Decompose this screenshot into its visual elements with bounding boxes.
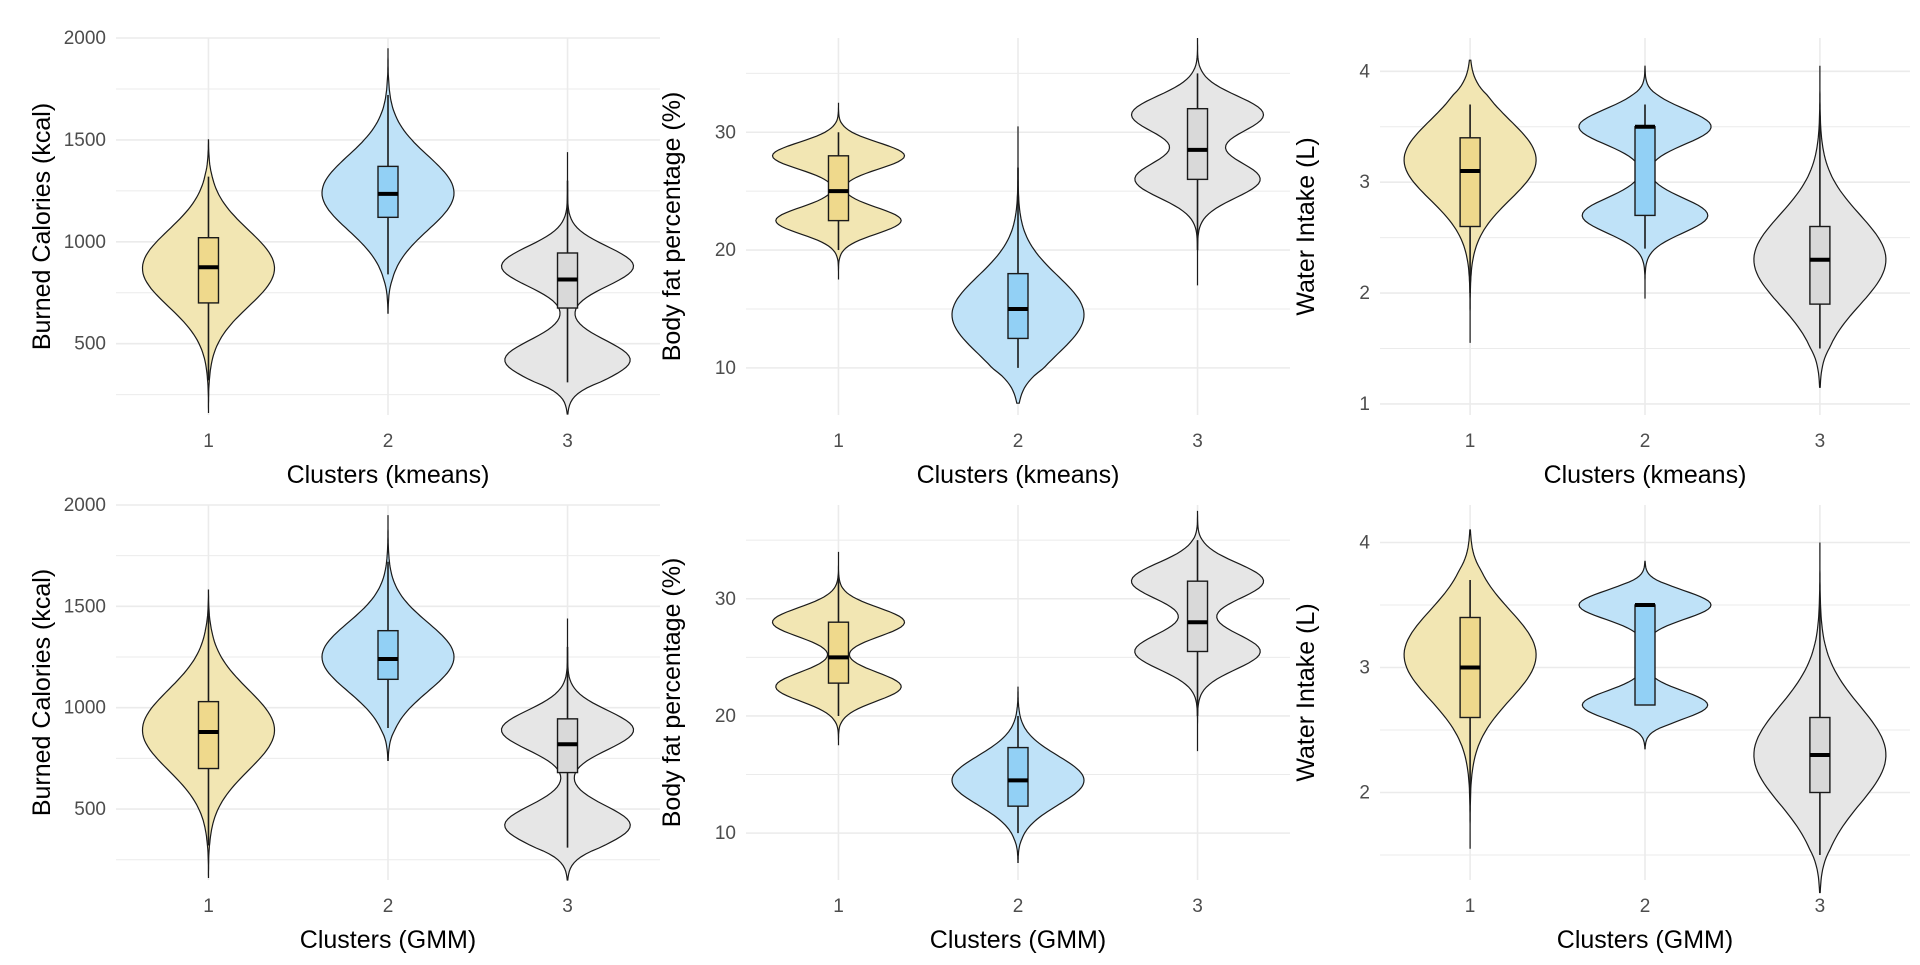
box-cluster-1 — [1459, 137, 1481, 228]
box-cluster-3 — [1186, 107, 1209, 181]
y-axis-label: Water Intake (L) — [1292, 137, 1320, 315]
box-cluster-1 — [197, 700, 220, 770]
y-tick-label: 30 — [715, 589, 736, 610]
y-axis-label: Water Intake (L) — [1292, 603, 1320, 781]
y-tick-label: 4 — [1359, 61, 1370, 82]
x-tick-label: 3 — [1192, 431, 1203, 452]
panel-3: 1 2 3 4 1 2 3 Clusters (kmeans) Water Intake (L) — [1292, 38, 1910, 489]
x-axis-label: Clusters (GMM) — [300, 926, 476, 954]
y-tick-label: 30 — [715, 122, 736, 143]
x-tick-label: 1 — [833, 896, 844, 917]
y-tick-label: 10 — [715, 823, 736, 844]
x-axis-label: Clusters (GMM) — [1557, 926, 1733, 954]
x-tick-label: 3 — [562, 896, 573, 917]
y-tick-label: 3 — [1359, 658, 1370, 679]
x-axis-label: Clusters (kmeans) — [1544, 461, 1747, 489]
panel-4: 500 1000 1500 2000 1 2 3 Clusters (GMM) Burned C… — [28, 495, 660, 954]
x-tick-label: 1 — [833, 431, 844, 452]
x-tick-label: 3 — [1815, 896, 1826, 917]
x-axis-label: Clusters (kmeans) — [287, 461, 490, 489]
box-cluster-3 — [1809, 225, 1831, 305]
y-tick-label: 1500 — [64, 596, 106, 617]
box-cluster-2 — [377, 629, 399, 681]
box-cluster-1 — [827, 155, 850, 222]
panel-6: 2 3 4 1 2 3 Clusters (GMM) Water Intake (L) — [1292, 505, 1910, 954]
panel-1: 500 1000 1500 2000 1 2 3 Clusters (kmeans) Burne… — [28, 28, 660, 489]
x-tick-label: 3 — [1815, 431, 1826, 452]
y-tick-label: 3 — [1359, 172, 1370, 193]
x-tick-label: 1 — [1465, 896, 1476, 917]
y-axis-label: Body fat percentage (%) — [658, 558, 686, 828]
x-tick-label: 2 — [1640, 431, 1651, 452]
x-tick-label: 3 — [1192, 896, 1203, 917]
box-cluster-2 — [1634, 126, 1656, 217]
y-tick-label: 500 — [74, 799, 106, 820]
y-axis-label: Burned Calories (kcal) — [28, 103, 56, 350]
y-tick-label: 1000 — [64, 232, 106, 253]
x-tick-label: 1 — [203, 896, 214, 917]
x-tick-label: 2 — [1013, 431, 1024, 452]
box-cluster-2 — [1007, 272, 1029, 340]
box-cluster-2 — [1634, 604, 1656, 706]
y-axis-label: Burned Calories (kcal) — [28, 569, 56, 816]
y-tick-label: 10 — [715, 358, 736, 379]
x-axis-label: Clusters (kmeans) — [917, 461, 1120, 489]
y-axis-label: Body fat percentage (%) — [658, 92, 686, 362]
y-tick-label: 2 — [1359, 783, 1370, 804]
x-tick-label: 2 — [1640, 896, 1651, 917]
x-tick-label: 2 — [383, 896, 394, 917]
box-cluster-2 — [1007, 746, 1029, 807]
y-tick-label: 2 — [1359, 283, 1370, 304]
y-tick-label: 2000 — [64, 495, 106, 516]
box-cluster-2 — [377, 165, 399, 219]
box-cluster-1 — [197, 237, 220, 304]
y-tick-label: 1 — [1359, 394, 1370, 415]
panel-2: 10 20 30 1 2 3 Clusters (kmeans) Body fat perce… — [658, 38, 1290, 489]
y-tick-label: 1500 — [64, 130, 106, 151]
box-cluster-1 — [827, 621, 850, 684]
y-tick-label: 4 — [1359, 533, 1370, 554]
box-cluster-3 — [1186, 580, 1209, 653]
x-tick-label: 1 — [1465, 431, 1476, 452]
y-tick-label: 500 — [74, 334, 106, 355]
panel-5: 10 20 30 1 2 3 Clusters (GMM) Body fat percenta… — [658, 505, 1290, 954]
x-tick-label: 1 — [203, 431, 214, 452]
y-tick-label: 20 — [715, 706, 736, 727]
x-tick-label: 3 — [562, 431, 573, 452]
x-tick-label: 2 — [383, 431, 394, 452]
x-axis-label: Clusters (GMM) — [930, 926, 1106, 954]
y-tick-label: 1000 — [64, 698, 106, 719]
y-tick-label: 2000 — [64, 28, 106, 49]
x-tick-label: 2 — [1013, 896, 1024, 917]
y-tick-label: 20 — [715, 240, 736, 261]
